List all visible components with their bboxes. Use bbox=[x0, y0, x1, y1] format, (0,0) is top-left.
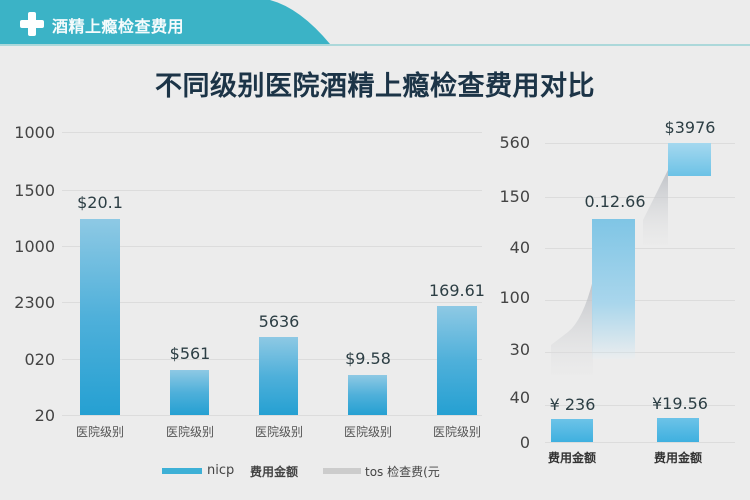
y-tick: 1500 bbox=[14, 181, 55, 200]
right-bar-2-value: ¥19.56 bbox=[652, 394, 708, 413]
right-top-bar[interactable] bbox=[668, 143, 711, 176]
y-tick: 20 bbox=[34, 406, 55, 425]
gridline bbox=[545, 197, 735, 198]
gridline bbox=[545, 143, 735, 144]
y-tick: 1000 bbox=[14, 237, 55, 256]
legend-swatch-grey bbox=[323, 468, 361, 474]
gridline bbox=[545, 442, 735, 443]
right-bar-2-category: 费用金额 bbox=[653, 451, 702, 465]
y-tick: 2300 bbox=[14, 293, 55, 312]
right-bar-2[interactable] bbox=[657, 418, 699, 442]
header-title: 酒精上瘾检查费用 bbox=[52, 17, 185, 36]
gridline bbox=[62, 132, 482, 133]
legend-item-tos[interactable]: tos 检查费(元 bbox=[323, 463, 463, 479]
legend-swatch-blue bbox=[162, 468, 202, 474]
bar-5-category: 医院级别 bbox=[432, 425, 481, 439]
bar-2-value: $561 bbox=[169, 344, 211, 363]
gridline bbox=[62, 246, 482, 247]
header-shape bbox=[0, 0, 750, 46]
bar-4-category: 医院级别 bbox=[343, 425, 392, 439]
legend-label: nicp bbox=[207, 463, 235, 478]
right-bar-1-value: ¥ 236 bbox=[549, 395, 596, 414]
gridline bbox=[545, 300, 735, 301]
legend-label: tos 检查费(元 bbox=[365, 465, 440, 479]
gridline bbox=[545, 352, 735, 353]
right-bar-1[interactable] bbox=[551, 419, 593, 442]
y-tick: 0 bbox=[519, 433, 530, 452]
gridline bbox=[545, 405, 735, 406]
right-top-bar-value: $3976 bbox=[664, 118, 716, 137]
right-tall-bar-value: 0.12.66 bbox=[584, 192, 646, 211]
gridline bbox=[545, 248, 735, 249]
legend-item-nicp[interactable]: nicp bbox=[162, 463, 262, 479]
bar-3-category: 医院级别 bbox=[254, 425, 303, 439]
y-tick: 100 bbox=[499, 288, 530, 307]
y-tick: 40 bbox=[509, 388, 530, 407]
gridline bbox=[62, 302, 482, 303]
legend-label: 费用金额 bbox=[250, 465, 299, 479]
medical-cross-icon bbox=[20, 12, 44, 36]
bar-3[interactable] bbox=[259, 337, 298, 415]
y-tick: 40 bbox=[509, 238, 530, 257]
header-band: 酒精上瘾检查费用 bbox=[0, 0, 750, 46]
bar-5[interactable] bbox=[437, 306, 477, 415]
bar-1-category: 医院级别 bbox=[75, 425, 124, 439]
bar-1-value: $20.1 bbox=[77, 193, 123, 212]
bar-1[interactable] bbox=[80, 219, 120, 415]
y-tick: 150 bbox=[499, 187, 530, 206]
bar-2-category: 医院级别 bbox=[165, 425, 214, 439]
bar-4[interactable] bbox=[348, 375, 387, 415]
bar-2[interactable] bbox=[170, 370, 209, 415]
bar-4-value: $9.58 bbox=[345, 349, 391, 368]
y-tick: 1000 bbox=[14, 123, 55, 142]
y-tick: 560 bbox=[499, 133, 530, 152]
area-shape bbox=[551, 170, 668, 375]
right-tall-bar[interactable] bbox=[592, 219, 635, 359]
page-title: 不同级别医院酒精上瘾检查费用对比 bbox=[155, 71, 595, 102]
gridline bbox=[62, 415, 482, 416]
bar-3-value: 5636 bbox=[258, 312, 300, 331]
y-tick: 020 bbox=[24, 350, 55, 369]
gridline bbox=[62, 190, 482, 191]
bar-5-value: 169.61 bbox=[429, 281, 485, 300]
right-bar-1-category: 费用金额 bbox=[547, 451, 596, 465]
legend-item-fee[interactable]: 费用金额 bbox=[250, 463, 330, 479]
y-tick: 30 bbox=[509, 340, 530, 359]
